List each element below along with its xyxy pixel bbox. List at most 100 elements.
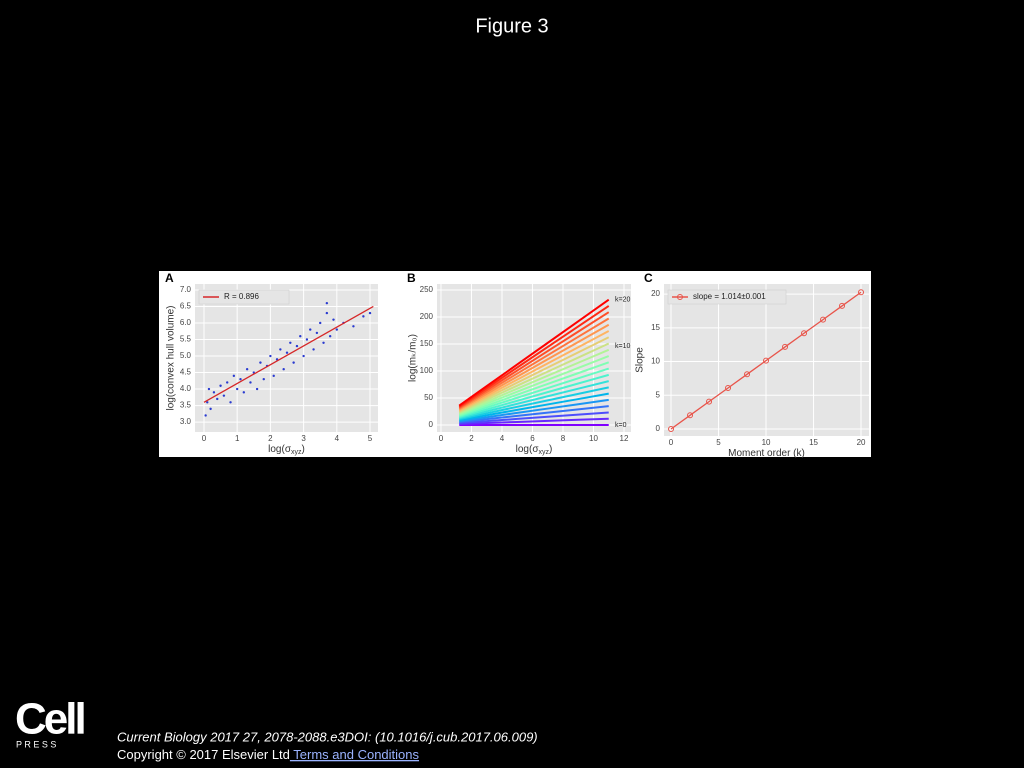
y-tick-label: 5.0 [180,351,192,360]
x-axis-label: Moment order (k) [728,448,805,459]
x-axis-label: log(σxyz) [516,444,553,456]
x-tick-label: 2 [469,434,474,443]
panel-label: A [165,271,174,285]
legend-box [667,289,787,305]
panel-label: B [407,271,416,285]
scatter-point [235,387,239,391]
scatter-point [212,391,216,394]
scatter-point [206,401,209,404]
scatter-point [282,368,285,371]
legend-label: slope = 1.014±0.001 [693,292,766,301]
scatter-point [279,348,282,351]
scatter-point [322,341,325,345]
series-line [459,411,609,425]
legend-label: R = 0.896 [224,292,259,301]
x-label-part: log(σ [268,444,292,455]
scatter-point [285,351,289,354]
x-tick-label: 5 [716,438,721,447]
annotation: k=10 [615,343,630,350]
panel-label: C [644,271,653,285]
y-tick-label: 200 [420,312,434,321]
series-line [459,417,609,426]
y-tick-label: 3.5 [180,401,192,410]
x-label-part: log(σ [516,444,540,455]
scatter-point [272,374,275,378]
series-line [458,298,610,407]
x-tick-label: 12 [620,434,629,443]
series-line [458,355,610,416]
y-axis-label: log(mₖ/m₀) [408,334,419,382]
scatter-point [204,414,207,417]
series-marker [858,289,865,296]
scatter-point [302,354,305,358]
scatter-point [309,328,312,331]
series-marker [668,425,675,432]
series-marker [839,302,846,309]
scatter-point [325,301,329,305]
y-tick-label: 150 [420,339,434,348]
x-tick-label: 0 [202,434,207,443]
scatter-point [269,354,272,358]
scatter-point [229,401,232,404]
scatter-point [232,374,236,378]
scatter-point [255,387,259,391]
series-line [458,361,610,417]
x-label-part: Moment order (k) [728,448,805,459]
scatter-point [245,368,249,371]
series-line [458,305,610,408]
series-line [459,398,609,423]
series-marker [763,357,770,364]
series-marker [744,371,751,378]
y-tick-label: 50 [424,393,433,402]
x-tick-label: 0 [669,438,674,447]
series-marker [782,343,789,350]
series-line [203,305,374,403]
x-tick-label: 2 [268,434,273,443]
series-line [459,386,609,421]
scatter-point [262,377,265,381]
scatter-point [242,391,246,394]
annotation: k=0 [615,422,627,429]
series-marker [801,330,808,337]
scatter-point [216,397,219,401]
scatter-point [319,321,322,325]
plot-area [195,284,378,432]
scatter-point [289,341,292,345]
series-line [458,311,610,409]
scatter-point [299,334,302,338]
series-marker [820,316,827,323]
y-tick-label: 5.5 [180,335,192,344]
scatter-point [315,331,319,335]
x-tick-label: 10 [762,438,771,447]
scatter-point [328,334,332,338]
scatter-point [259,361,262,364]
series-line [458,373,610,419]
x-label-part: ) [549,444,552,455]
scatter-point [249,381,252,384]
x-tick-label: 8 [561,434,566,443]
y-tick-label: 6.5 [180,302,192,311]
scatter-point [295,344,299,348]
scatter-point [332,318,335,321]
terms-link[interactable]: Terms and Conditions [290,747,420,762]
series-line [670,291,862,430]
copyright: Copyright © 2017 Elsevier Ltd Terms and … [117,747,420,762]
y-tick-label: 250 [420,285,434,294]
scatter-point [239,377,242,381]
citation: Current Biology 2017 27, 2078-2088.e3DOI… [117,729,538,744]
legend-box [198,289,290,305]
scatter-point [292,361,295,364]
y-tick-label: 20 [651,289,660,298]
scatter-point [209,407,212,411]
x-tick-label: 10 [589,434,598,443]
x-label-part: xyz [291,449,302,456]
scatter-point [312,348,315,351]
x-tick-label: 4 [500,434,505,443]
scatter-point [368,311,372,315]
y-axis-label: log(convex hull volume) [166,305,177,410]
x-axis-label: log(σxyz) [268,444,305,456]
series-line [459,392,609,422]
y-axis-label: Slope [635,347,646,373]
copyright-text: Copyright © 2017 Elsevier Ltd [117,747,290,762]
